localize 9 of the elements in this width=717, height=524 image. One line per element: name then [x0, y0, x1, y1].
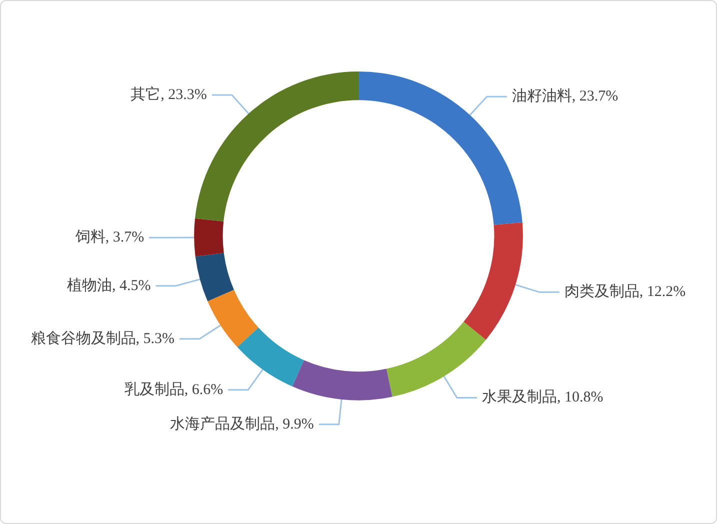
slice-label: 乳及制品, 6.6%	[124, 380, 224, 398]
slice-label: 肉类及制品, 12.2%	[564, 283, 686, 300]
slice-label: 其它, 23.3%	[130, 86, 207, 103]
slice-label: 植物油, 4.5%	[67, 276, 151, 294]
slice-label: 水海产品及制品, 9.9%	[170, 415, 314, 432]
slice-label: 粮食谷物及制品, 5.3%	[30, 330, 175, 347]
slice-label: 油籽油料, 23.7%	[512, 88, 618, 105]
slice-label: 水果及制品, 10.8%	[482, 388, 604, 406]
slice-label: 饲料, 3.7%	[74, 228, 144, 246]
